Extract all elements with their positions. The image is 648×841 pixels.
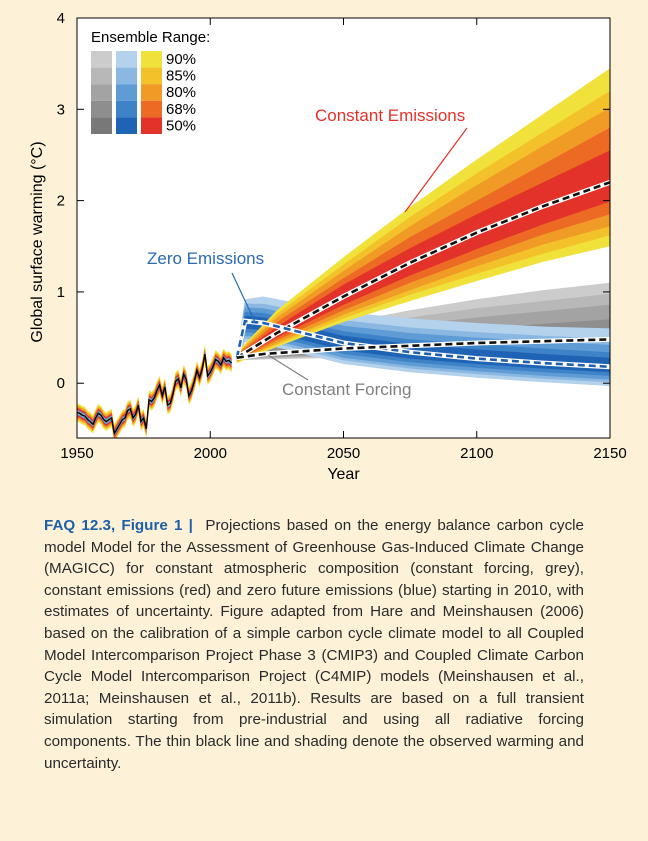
legend-swatch-red-1 [141,67,162,85]
legend-swatch-red-3 [141,100,162,118]
annotation-constant-emissions: Constant Emissions [315,106,465,125]
annotation-leaders [231,127,468,381]
observed-uncertainty-band-1 [77,347,232,438]
y-tick-label: 3 [57,101,65,118]
chart: 1950 2000 2050 2100 2150 0 1 2 3 4 Year Global su… [29,10,627,483]
x-axis-title: Year [327,466,360,483]
legend-level-label: 90% [166,51,196,68]
legend-swatch-blue-1 [116,67,137,85]
legend-swatch-red-2 [141,84,162,101]
legend-level-label: 68% [166,101,196,118]
axis-ticks: 1950 2000 2050 2100 2150 0 1 2 3 4 [57,10,627,462]
legend-swatch-grey-0 [91,51,112,68]
y-axis-title: Global surface warming (°C) [29,141,46,342]
legend-swatch-blue-3 [116,100,137,118]
caption-text: Projections based on the energy balance … [44,517,584,772]
legend-swatch-red-4 [141,117,162,134]
legend-swatch-blue-0 [116,51,137,68]
y-tick-label: 1 [57,284,65,301]
observed-uncertainty-band-4 [77,352,232,435]
series-lines [77,179,610,436]
legend: Ensemble Range: 90%85%80%68%50% [91,29,210,134]
x-tick-label: 2050 [327,445,360,462]
y-tick-label: 4 [57,10,65,27]
legend-swatch-blue-4 [116,117,137,134]
x-tick-label: 1950 [60,445,93,462]
observed-warming-line [77,353,233,436]
legend-swatch-grey-3 [91,100,112,118]
legend-level-label: 50% [166,117,196,134]
zero-emissions-band-50pct [236,315,610,373]
constant-emissions-leader [404,127,468,213]
legend-swatch-grey-4 [91,117,112,134]
legend-title: Ensemble Range: [91,29,210,46]
legend-swatches: 90%85%80%68%50% [91,51,196,134]
legend-swatch-grey-2 [91,84,112,101]
zero-emissions-leader [231,272,256,323]
x-tick-label: 2150 [593,445,626,462]
x-tick-label: 2100 [460,445,493,462]
x-tick-label: 2000 [194,445,227,462]
legend-level-label: 80% [166,84,196,101]
legend-swatch-red-0 [141,51,162,68]
y-tick-label: 0 [57,375,65,392]
legend-swatch-blue-2 [116,84,137,101]
legend-swatch-grey-1 [91,67,112,85]
y-tick-label: 2 [57,193,65,210]
caption-label: FAQ 12.3, Figure 1 | [44,517,193,534]
figure-caption: FAQ 12.3, Figure 1 | Projections based o… [44,515,584,774]
constant-forcing-leader [267,354,309,381]
annotation-zero-emissions: Zero Emissions [147,249,264,268]
annotation-constant-forcing: Constant Forcing [282,380,411,399]
legend-level-label: 85% [166,68,196,85]
constant-emissions-median-line [236,181,610,359]
constant-forcing-median-line [236,338,610,359]
observed-uncertainty-band-2 [77,349,232,438]
